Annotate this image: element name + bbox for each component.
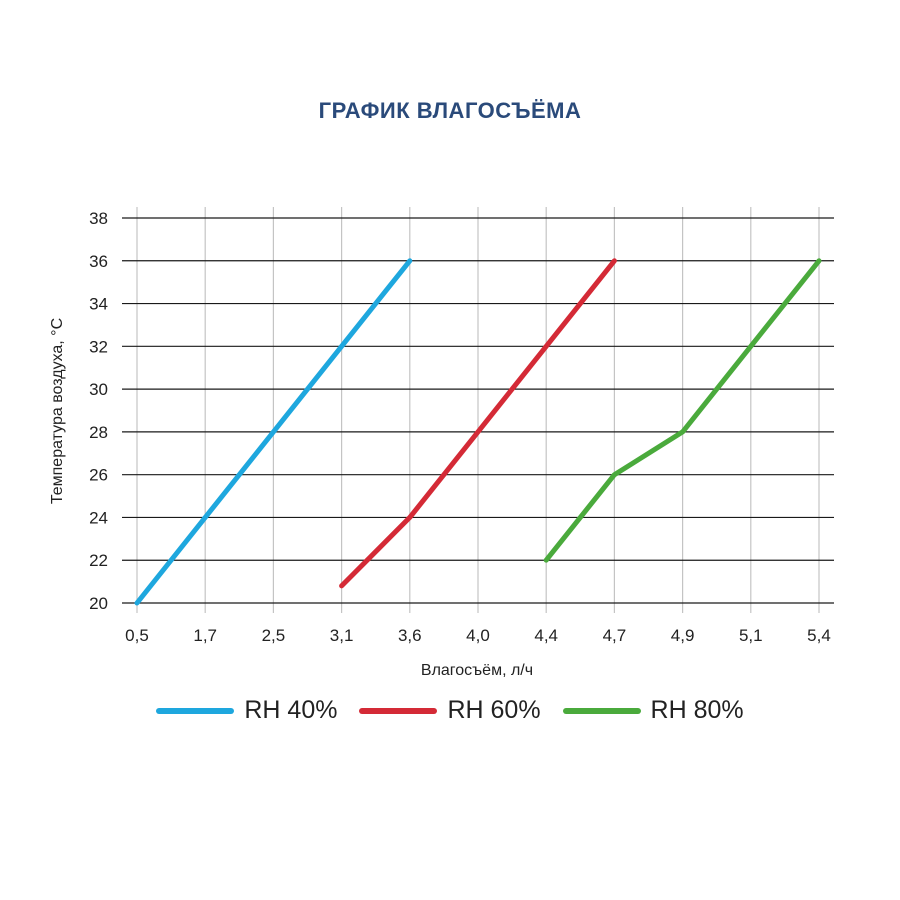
x-tick-label: 4,7 <box>603 626 627 645</box>
y-tick-label: 26 <box>89 466 108 485</box>
x-tick-label: 5,1 <box>739 626 763 645</box>
y-tick-label: 24 <box>89 508 108 527</box>
y-tick-label: 28 <box>89 423 108 442</box>
y-tick-label: 30 <box>89 380 108 399</box>
series-line <box>339 258 617 589</box>
legend-swatch <box>359 707 438 714</box>
x-tick-label: 1,7 <box>193 626 217 645</box>
x-tick-label: 2,5 <box>262 626 286 645</box>
legend-item: RH 80% <box>562 696 744 725</box>
y-tick-label: 22 <box>89 551 108 570</box>
y-tick-label: 38 <box>89 209 108 228</box>
tick-labels: 0,5 1,7 2,5 3,1 3,6 4,0 4,4 4,7 4,9 5,1 5,4 20 22 24 2… <box>89 209 831 645</box>
legend-label: RH 80% <box>650 696 744 724</box>
legend-label: RH 60% <box>447 696 541 724</box>
grid <box>122 207 834 613</box>
x-tick-label: 5,4 <box>807 626 831 645</box>
legend-swatch <box>156 707 235 714</box>
x-tick-label: 3,6 <box>398 626 422 645</box>
series-line <box>543 258 822 563</box>
legend-label: RH 40% <box>244 696 338 724</box>
legend: RH 40% RH 60% RH 80% <box>0 696 900 725</box>
y-tick-label: 20 <box>89 594 108 613</box>
y-axis-label: Температура воздуха, °C <box>49 318 66 504</box>
legend-swatch <box>562 707 641 714</box>
y-tick-label: 34 <box>89 295 108 314</box>
x-tick-label: 4,0 <box>466 626 490 645</box>
legend-item: RH 60% <box>359 696 541 725</box>
x-tick-label: 4,9 <box>671 626 695 645</box>
x-tick-label: 0,5 <box>125 626 149 645</box>
x-axis-label: Влагосъём, л/ч <box>421 662 533 679</box>
series-line <box>134 258 413 606</box>
y-tick-label: 32 <box>89 337 108 356</box>
x-tick-label: 3,1 <box>330 626 354 645</box>
chart-title: ГРАФИК ВЛАГОСЪЁМА <box>318 98 582 123</box>
legend-item: RH 40% <box>156 696 337 725</box>
series-lines <box>134 258 822 606</box>
x-tick-label: 4,4 <box>534 626 558 645</box>
y-tick-label: 36 <box>89 252 108 271</box>
